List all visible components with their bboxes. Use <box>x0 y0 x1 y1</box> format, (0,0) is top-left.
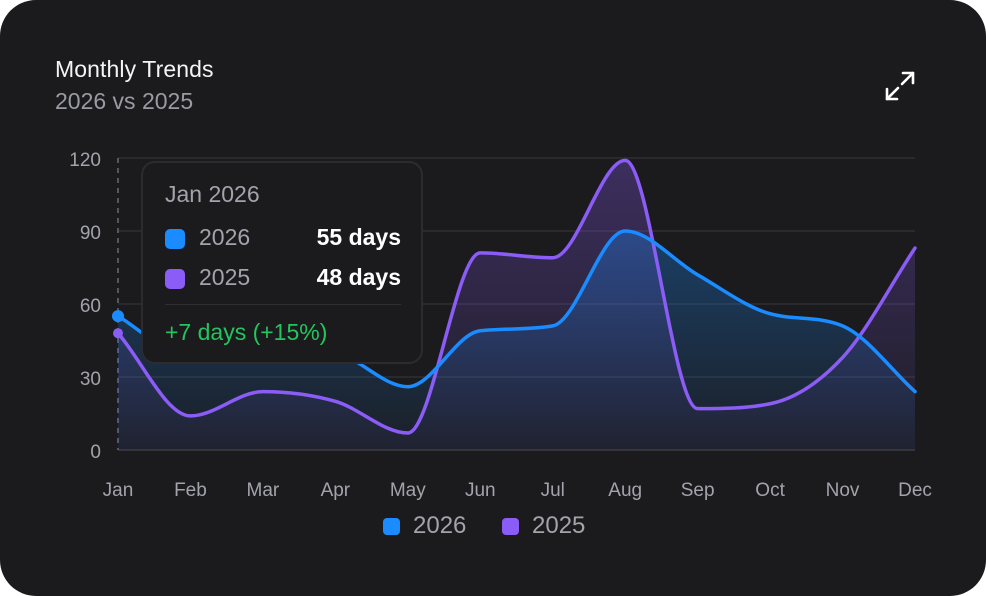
tooltip-swatch-2026 <box>165 229 185 249</box>
x-tick-label: Apr <box>321 480 351 501</box>
y-tick-label: 0 <box>90 442 101 463</box>
legend-label: 2026 <box>413 512 467 539</box>
tooltip-series-value: 48 days <box>316 264 401 290</box>
tooltip-series-value: 55 days <box>316 224 401 250</box>
x-tick-label: Nov <box>826 480 860 501</box>
legend-label: 2025 <box>532 512 586 539</box>
area-2025 <box>118 160 915 450</box>
tooltip-delta: +7 days (+15%) <box>165 319 328 345</box>
tooltip-title: Jan 2026 <box>165 181 260 207</box>
tooltip-series-name: 2026 <box>199 224 251 250</box>
y-tick-label: 60 <box>80 296 101 317</box>
legend-swatch-2025 <box>502 518 519 535</box>
x-tick-label: Oct <box>755 480 785 501</box>
x-tick-label: May <box>390 480 426 501</box>
tooltip-row-2025: 2025 48 days <box>165 264 401 294</box>
data-point-2025 <box>113 328 123 339</box>
x-tick-label: Jan <box>103 480 134 501</box>
x-tick-label: Mar <box>247 480 280 501</box>
x-tick-label: Feb <box>174 480 207 501</box>
x-tick-label: Aug <box>608 480 642 501</box>
y-tick-label: 120 <box>69 150 101 171</box>
data-point-2026 <box>112 310 124 323</box>
chart-tooltip: Jan 2026 2026 55 days 2025 48 days +7 da… <box>141 161 423 364</box>
x-tick-label: Sep <box>681 480 715 501</box>
legend-swatch-2026 <box>383 518 400 535</box>
expand-arrows-icon[interactable] <box>884 70 916 102</box>
tooltip-series-name: 2025 <box>199 264 251 290</box>
y-tick-label: 90 <box>80 223 101 244</box>
y-tick-label: 30 <box>80 369 101 390</box>
tooltip-swatch-2025 <box>165 269 185 289</box>
chart-subtitle: 2026 vs 2025 <box>55 88 194 114</box>
tooltip-row-2026: 2026 55 days <box>165 224 401 254</box>
x-tick-label: Jun <box>465 480 496 501</box>
series-line-2025 <box>116 158 917 435</box>
chart-title: Monthly Trends <box>55 56 214 82</box>
tooltip-divider <box>165 304 401 305</box>
x-tick-label: Dec <box>898 480 932 501</box>
x-tick-label: Jul <box>541 480 565 501</box>
